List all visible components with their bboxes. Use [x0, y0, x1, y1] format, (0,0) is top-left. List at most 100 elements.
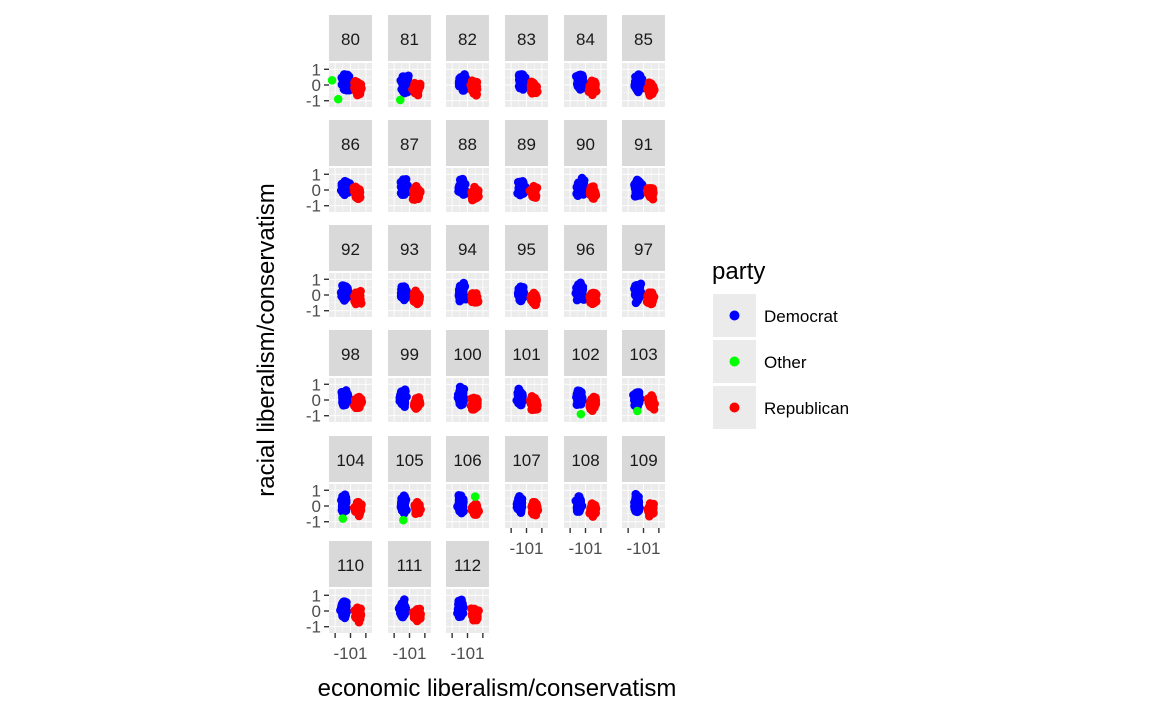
facet-strip-label: 112 — [454, 556, 481, 575]
facet-panel: 105 — [388, 436, 431, 528]
facet-strip-label: 87 — [400, 135, 419, 154]
x-tick-label: -101 — [509, 539, 543, 558]
facet-strip-label: 89 — [517, 135, 536, 154]
facet-panel: 100 — [446, 330, 489, 422]
data-point-democrat — [399, 179, 408, 188]
legend-item: Republican — [713, 386, 849, 429]
facet-strip-label: 98 — [341, 345, 360, 364]
facet-panel: 93 — [388, 225, 431, 317]
facet-panel: 112 -101 — [446, 541, 489, 663]
facet-strip-label: 96 — [576, 240, 595, 259]
data-point-democrat — [339, 401, 348, 410]
data-point-republican — [470, 397, 479, 406]
data-point-democrat — [399, 609, 408, 618]
legend: party Democrat Other Republican — [712, 258, 849, 429]
facet-strip-label: 81 — [400, 30, 419, 49]
legend-label: Republican — [764, 399, 849, 418]
facet-panel: 86 10-1 — [306, 120, 372, 216]
facet-panel: 111 -101 — [388, 541, 431, 663]
data-point-republican — [646, 192, 655, 201]
data-point-other — [471, 492, 480, 501]
facet-strip-label: 103 — [629, 345, 657, 364]
facet-strip-label: 94 — [458, 240, 477, 259]
facet-panel: 81 — [388, 15, 431, 107]
facet-panel: 97 — [622, 225, 665, 317]
facet-strip-label: 92 — [341, 240, 360, 259]
data-point-democrat — [634, 191, 643, 200]
data-point-republican — [353, 506, 362, 515]
facet-strip-label: 95 — [517, 240, 536, 259]
data-point-democrat — [513, 503, 522, 512]
data-point-republican — [353, 611, 362, 620]
facet-strip-label: 93 — [400, 240, 419, 259]
y-tick-label: -1 — [306, 302, 321, 321]
facet-panel: 107-101 — [505, 436, 548, 558]
facet-panel: 80 10-1 — [306, 15, 372, 111]
data-point-democrat — [459, 603, 468, 612]
facet-panel: 9210-1 — [306, 225, 372, 321]
facet-strip-label: 101 — [512, 345, 540, 364]
data-point-democrat — [458, 292, 467, 301]
data-point-republican — [355, 291, 364, 300]
data-point-democrat — [338, 608, 347, 617]
data-point-republican — [592, 191, 601, 200]
data-point-democrat — [456, 397, 465, 406]
data-point-republican — [412, 87, 421, 96]
facet-panel: 91 — [622, 120, 665, 212]
y-tick-label: -1 — [306, 407, 321, 426]
data-point-other — [577, 410, 586, 419]
legend-title: party — [712, 258, 765, 285]
facet-panel: 9810-1 — [306, 330, 372, 426]
data-point-democrat — [633, 182, 642, 191]
facet-panel: 83 — [505, 15, 548, 107]
data-point-republican — [412, 500, 421, 509]
data-point-republican — [473, 293, 482, 302]
x-tick-label: -101 — [568, 539, 602, 558]
data-point-republican — [472, 607, 481, 616]
data-point-other — [396, 96, 405, 105]
data-point-republican — [473, 186, 482, 195]
data-point-democrat — [401, 77, 410, 86]
data-point-republican — [412, 190, 421, 199]
data-point-democrat — [455, 612, 464, 621]
facet-strip-label: 91 — [634, 135, 653, 154]
x-axis-title: economic liberalism/conservatism — [318, 675, 677, 702]
facet-panel: 88 — [446, 120, 489, 212]
data-point-democrat — [401, 286, 410, 295]
data-point-republican — [531, 507, 540, 516]
data-point-democrat — [516, 182, 525, 191]
data-point-republican — [411, 402, 420, 411]
facet-strip-label: 80 — [341, 30, 360, 49]
data-point-democrat — [455, 496, 464, 505]
data-point-republican — [352, 403, 361, 412]
legend-label: Democrat — [764, 307, 838, 326]
facet-panel: 103 — [622, 330, 665, 422]
data-point-republican — [531, 498, 540, 507]
data-point-republican — [585, 509, 594, 518]
facet-strip-label: 97 — [634, 240, 653, 259]
data-point-democrat — [631, 490, 640, 499]
legend-label: Other — [764, 353, 807, 372]
facet-panel: 87 — [388, 120, 431, 212]
data-point-republican — [470, 84, 479, 93]
x-tick-label: -101 — [450, 644, 484, 663]
data-point-democrat — [516, 393, 525, 402]
data-point-republican — [646, 291, 655, 300]
facet-panel: 108-101 — [564, 436, 607, 558]
facet-strip-label: 105 — [395, 451, 423, 470]
data-point-republican — [470, 505, 479, 514]
data-point-other — [399, 516, 408, 525]
data-point-republican — [354, 395, 363, 404]
x-tick-label: -101 — [392, 644, 426, 663]
facet-panel: 90 — [564, 120, 607, 212]
data-point-other — [633, 407, 642, 416]
facet-strip-label: 110 — [337, 556, 364, 575]
data-point-other — [339, 514, 348, 523]
facet-strip-label: 104 — [336, 451, 364, 470]
data-point-democrat — [343, 390, 352, 399]
x-tick-label: -101 — [626, 539, 660, 558]
data-point-republican — [588, 91, 597, 100]
